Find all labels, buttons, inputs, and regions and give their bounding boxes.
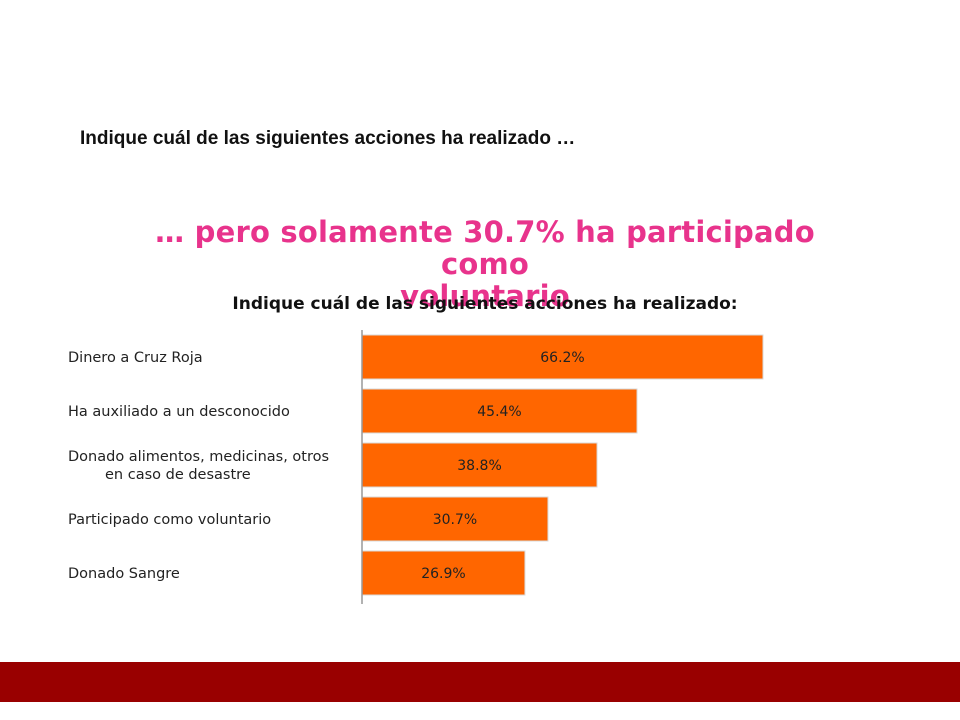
bar-value-label-5: 26.9% xyxy=(421,566,465,582)
bar-value-label-2: 45.4% xyxy=(477,404,521,420)
bar-1 xyxy=(361,334,764,380)
category-label-4: Participado como voluntario xyxy=(68,512,271,528)
chart-headline: … pero solamente 30.7% ha participado co… xyxy=(120,216,850,312)
bar-5 xyxy=(361,550,526,596)
bars-layer: 66.2% 45.4% 38.8% 30.7% 26.9% xyxy=(361,334,764,596)
headline-line-2: voluntario xyxy=(400,279,570,313)
category-label-1: Dinero a Cruz Roja xyxy=(68,350,203,366)
slide-title: Indique cuál de las siguientes acciones … xyxy=(80,128,576,149)
bar-3 xyxy=(361,442,598,488)
bar-value-label-4: 30.7% xyxy=(433,512,477,528)
category-label-3-line-1: Donado alimentos, medicinas, otros xyxy=(68,449,329,465)
category-label-5: Donado Sangre xyxy=(68,566,180,582)
bar-value-label-1: 66.2% xyxy=(540,350,584,366)
headline-line-1: … pero solamente 30.7% ha participado co… xyxy=(155,215,815,281)
chart-title: Indique cuál de las siguientes acciones … xyxy=(232,294,738,314)
bar-2 xyxy=(361,388,638,434)
category-label-3-line-2: en caso de desastre xyxy=(105,467,251,483)
category-label-2: Ha auxiliado a un desconocido xyxy=(68,404,290,420)
footer-bar xyxy=(0,662,960,702)
labels-layer: Dinero a Cruz Roja Ha auxiliado a un desc… xyxy=(68,350,329,582)
bar-4 xyxy=(361,496,549,542)
bar-value-label-3: 38.8% xyxy=(457,458,501,474)
